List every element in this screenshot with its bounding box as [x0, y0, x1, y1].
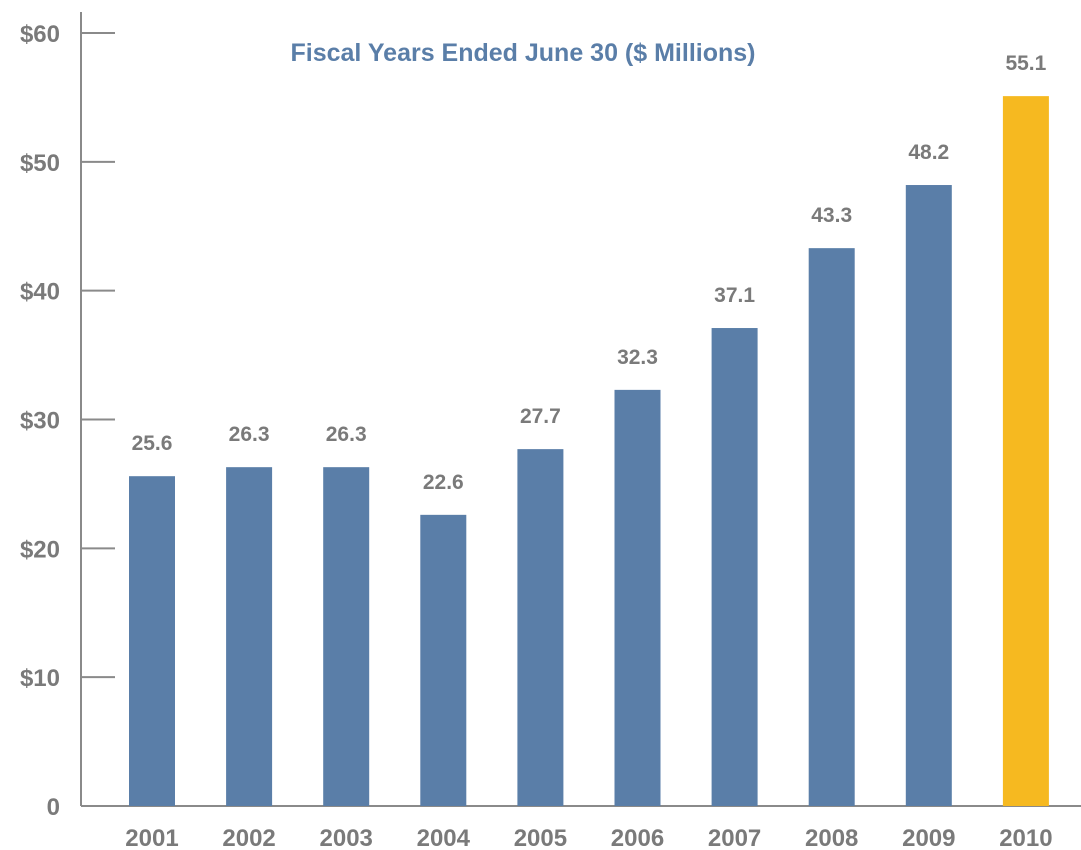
data-label-2004: 22.6 [423, 471, 464, 494]
x-tick-label-2006: 2006 [611, 825, 664, 850]
bar-2009 [905, 185, 952, 807]
x-tick-label-2004: 2004 [417, 825, 471, 850]
data-label-2009: 48.2 [908, 141, 949, 164]
x-tick-label-2003: 2003 [320, 825, 373, 850]
bar-2007 [711, 328, 758, 806]
y-tick-label: $40 [20, 279, 60, 306]
bar-2001 [129, 476, 175, 806]
y-tick-label: $60 [20, 21, 60, 48]
x-tick-label-2001: 2001 [125, 825, 178, 850]
bar-2004 [420, 514, 467, 806]
data-label-2008: 43.3 [811, 204, 852, 227]
y-tick-label: $10 [20, 665, 60, 692]
y-tick-label: $20 [20, 536, 60, 563]
y-tick-label: 0 [47, 794, 60, 821]
x-tick-label-2010: 2010 [999, 825, 1052, 850]
data-label-2007: 37.1 [714, 284, 755, 307]
data-label-2003: 26.3 [326, 423, 367, 446]
chart-title: Fiscal Years Ended June 30 ($ Millions) [291, 39, 756, 67]
x-tick-label-2002: 2002 [222, 825, 275, 850]
bars [129, 96, 1049, 807]
bar-2008 [808, 248, 855, 806]
data-label-2002: 26.3 [229, 423, 270, 446]
bar-2010 [1002, 96, 1049, 806]
data-labels: 25.6 26.3 26.3 22.6 27.7 32.3 37.1 43.3 48.2 55.1 [132, 52, 1047, 494]
bar-2003 [323, 467, 370, 806]
bar-2006 [614, 389, 661, 806]
x-tick-label-2005: 2005 [514, 825, 567, 850]
data-label-2001: 25.6 [132, 432, 173, 455]
y-tick-label: $50 [20, 150, 60, 177]
bar-2002 [226, 467, 273, 806]
data-label-2006: 32.3 [617, 346, 658, 369]
x-ticks: 2001 2002 2003 2004 2005 2006 2007 2008 2009 2010 [125, 825, 1052, 850]
bar-2005 [517, 449, 564, 806]
data-label-2010: 55.1 [1005, 52, 1046, 75]
y-ticks: 0 $10 $20 $30 $40 $50 $60 [20, 21, 115, 821]
y-tick-label: $30 [20, 408, 60, 435]
x-tick-label-2009: 2009 [902, 825, 955, 850]
data-label-2005: 27.7 [520, 405, 561, 428]
x-tick-label-2008: 2008 [805, 825, 858, 850]
x-tick-label-2007: 2007 [708, 825, 761, 850]
